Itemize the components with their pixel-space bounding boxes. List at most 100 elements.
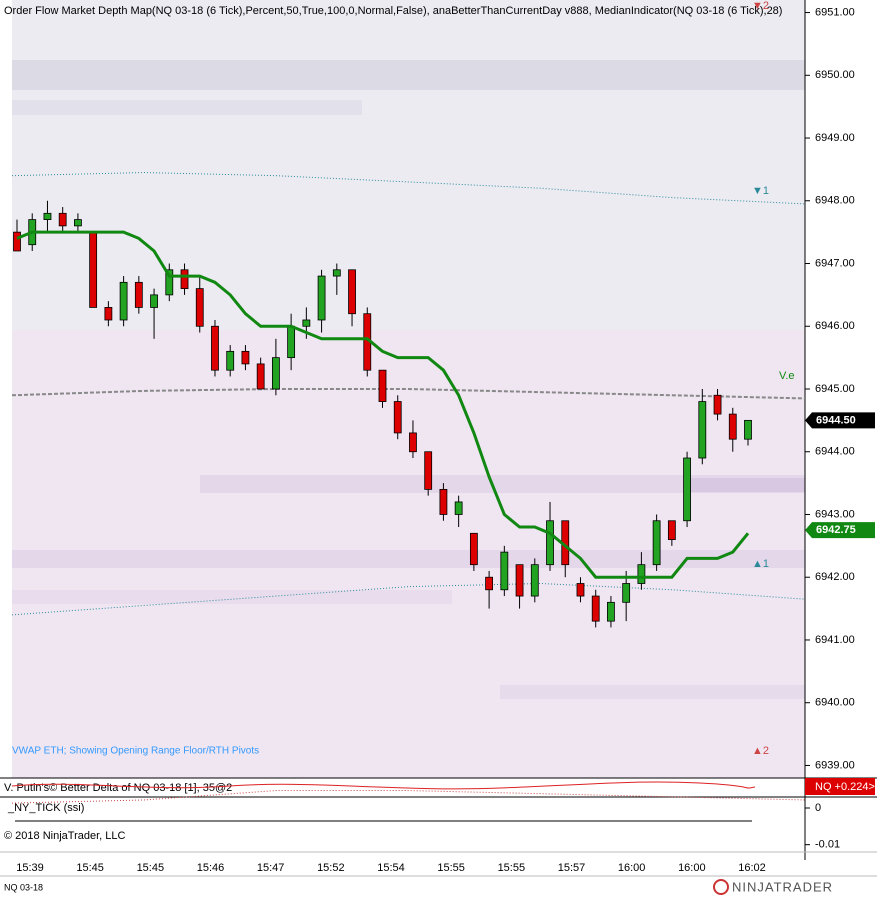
y-tick-label: 6946.00 — [815, 320, 855, 332]
candle-body — [409, 432, 417, 453]
x-tick-label: 15:55 — [498, 862, 526, 874]
depth-band — [12, 590, 452, 604]
candle-body — [713, 394, 722, 415]
y-tick-label: 6948.00 — [815, 195, 855, 207]
candle-body — [180, 269, 189, 290]
chart-title: Order Flow Market Depth Map(NQ 03-18 (6 … — [4, 5, 782, 17]
brand: NINJATRADER — [732, 879, 833, 894]
candle-body — [378, 369, 387, 402]
candle-body — [698, 401, 707, 459]
depth-band — [500, 685, 805, 699]
y-tick-label: 6943.00 — [815, 508, 855, 520]
y-tick-label: 6947.00 — [815, 257, 855, 269]
x-tick-label: 16:02 — [738, 862, 766, 874]
price-box-label: 6942.75 — [816, 524, 856, 536]
y-tick-label: 6940.00 — [815, 697, 855, 709]
candle-body — [607, 601, 615, 622]
candle-body — [530, 564, 539, 597]
price-box-label: 6944.50 — [816, 414, 856, 426]
candle-body — [576, 583, 585, 597]
x-tick-label: 16:00 — [618, 862, 646, 874]
candle-body — [58, 212, 67, 227]
candle-body — [652, 520, 661, 566]
candle-body — [332, 269, 341, 277]
candle-body — [74, 219, 82, 227]
candle-body — [256, 363, 265, 390]
x-tick-label: 15:52 — [317, 862, 345, 874]
candle-body — [454, 501, 463, 515]
x-tick-label: 15:45 — [76, 862, 104, 874]
candle-body — [195, 288, 204, 327]
candle-body — [744, 419, 752, 440]
y-tick-label: 6939.00 — [815, 759, 855, 771]
depth-band — [12, 550, 805, 568]
ve-label: V.e — [779, 370, 795, 382]
band-line — [11, 582, 806, 616]
marker: ▲2 — [752, 745, 769, 757]
candle-body — [637, 564, 646, 584]
candle-body — [348, 269, 356, 315]
depth-band — [690, 478, 805, 492]
candle-body — [13, 231, 21, 252]
candle-body — [515, 564, 524, 597]
y-tick-label: 6945.00 — [815, 383, 855, 395]
delta-line — [11, 781, 756, 790]
x-tick-label: 16:00 — [678, 862, 706, 874]
median-line — [16, 230, 750, 579]
candle-body — [241, 350, 250, 365]
candle-body — [119, 281, 128, 321]
y-tick-label: 0 — [815, 802, 821, 814]
price-box — [805, 522, 875, 539]
y-tick-label: 6949.00 — [815, 132, 855, 144]
y-tick-label: 6950.00 — [815, 69, 855, 81]
marker: ▼1 — [752, 185, 769, 197]
candle-body — [211, 325, 219, 371]
marker: ▲1 — [752, 558, 769, 570]
x-tick-label: 15:39 — [16, 862, 44, 874]
y-tick-label: 6941.00 — [815, 634, 855, 646]
candle-body — [287, 325, 296, 359]
candle-body — [150, 294, 158, 308]
candle-body — [667, 520, 676, 540]
candle-body — [469, 532, 478, 566]
delta-title: V. Putin's© Better Delta of NQ 03-18 [1]… — [4, 782, 232, 794]
depth-band — [12, 60, 805, 90]
y-tick-label: 6951.00 — [815, 6, 855, 18]
depth-band — [200, 475, 805, 493]
candle-body — [439, 488, 448, 515]
band-line — [11, 388, 806, 400]
candle-body — [317, 275, 326, 321]
candle-body — [393, 401, 402, 434]
candle-body — [43, 212, 52, 220]
candle-body — [485, 576, 494, 591]
candle-body — [165, 269, 174, 296]
candle-body — [500, 551, 509, 591]
candle-body — [104, 307, 113, 321]
y-tick-label: 6942.00 — [815, 571, 855, 583]
delta-box — [805, 778, 875, 795]
candle-body — [226, 350, 235, 371]
candle-body — [302, 319, 311, 327]
y-tick-label: -0.01 — [815, 839, 840, 851]
instrument: NQ 03-18 — [4, 882, 43, 892]
candle-body — [424, 451, 433, 490]
copyright: © 2018 NinjaTrader, LLC — [4, 830, 125, 842]
x-tick-label: 15:47 — [257, 862, 285, 874]
x-tick-label: 15:55 — [437, 862, 465, 874]
x-tick-label: 15:54 — [377, 862, 405, 874]
band-line — [11, 172, 806, 205]
depth-band — [12, 100, 362, 115]
band-line — [11, 790, 806, 804]
price-box — [805, 412, 875, 429]
candle-body — [271, 357, 280, 390]
candle-body — [728, 413, 737, 440]
candle-body — [683, 457, 691, 522]
y-tick-label: 6944.00 — [815, 446, 855, 458]
candle-body — [546, 520, 554, 566]
candle-body — [134, 281, 143, 308]
x-tick-label: 15:45 — [137, 862, 165, 874]
candle-body — [622, 583, 631, 603]
delta-box-label: NQ +0.224> — [815, 781, 875, 793]
vwap-text: VWAP ETH; Showing Opening Range Floor/RT… — [12, 746, 259, 757]
